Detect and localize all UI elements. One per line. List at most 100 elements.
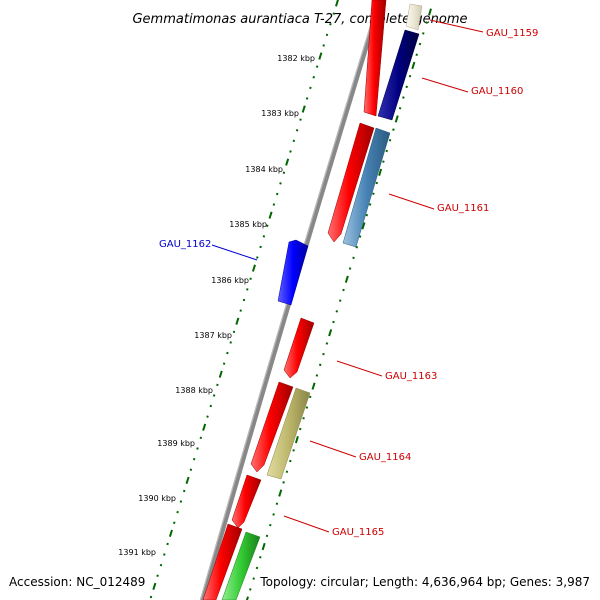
scale-label-1390: 1390 kbp: [138, 494, 176, 503]
inner-track-tick: [279, 182, 282, 185]
outer-track-tick: [278, 489, 283, 497]
gene-feature-red-2[interactable]: [327, 122, 375, 243]
accession-text: Accession: NC_012489: [9, 575, 145, 589]
gene-label-gau-1161[interactable]: GAU_1161: [437, 203, 489, 214]
gene-feature-green[interactable]: [221, 531, 261, 600]
outer-track-tick: [342, 288, 345, 292]
inner-track-tick: [282, 171, 286, 175]
gene-feature-cream[interactable]: [405, 3, 423, 31]
outer-track-tick: [328, 329, 333, 337]
inner-track-tick: [292, 139, 296, 143]
inner-track-tick: [266, 224, 269, 227]
outer-track-tick: [372, 192, 375, 196]
outer-track-tick: [378, 168, 383, 176]
scale-label-1386: 1386 kbp: [211, 276, 249, 285]
scale-label-1382: 1382 kbp: [277, 54, 315, 63]
gene-feature-red-6[interactable]: [202, 523, 243, 600]
inner-track-tick: [232, 330, 236, 334]
inner-track-tick: [262, 235, 266, 238]
outer-track-tick: [305, 406, 309, 409]
outer-track-tick: [358, 235, 362, 238]
outer-track-tick: [392, 128, 395, 131]
gene-feature-khaki[interactable]: [266, 387, 311, 480]
scale-label-1384: 1384 kbp: [245, 165, 283, 174]
inner-track-tick: [305, 97, 309, 100]
outer-track-tick: [308, 395, 312, 399]
outer-track-tick: [265, 534, 269, 538]
genome-summary-text: Topology: circular; Length: 4,636,964 bp…: [259, 575, 590, 589]
inner-track-tick: [325, 33, 329, 37]
outer-track-tick: [344, 275, 349, 283]
inner-track-tick: [256, 256, 259, 259]
inner-track-tick: [202, 423, 207, 431]
outer-track-tick: [361, 222, 366, 230]
leader-line-gau-1165: [283, 515, 330, 533]
inner-track-tick: [212, 394, 216, 397]
outer-track-tick: [398, 106, 402, 110]
outer-track-tick: [322, 352, 325, 356]
outer-track-tick: [415, 53, 418, 57]
leader-line-gau-1164: [309, 440, 357, 458]
scale-label-1389: 1389 kbp: [157, 439, 195, 448]
outer-track-tick: [405, 85, 408, 89]
outer-track-tick: [272, 513, 275, 516]
inner-track-tick: [235, 317, 240, 325]
leader-line-gau-1162: [211, 244, 258, 261]
gene-feature-blue[interactable]: [277, 239, 309, 306]
scale-label-1388: 1388 kbp: [175, 386, 213, 395]
inner-track-tick: [332, 12, 335, 15]
outer-track-tick: [428, 8, 432, 16]
inner-track-tick: [173, 521, 176, 524]
inner-track-tick: [229, 341, 232, 344]
gene-feature-red-4[interactable]: [250, 381, 294, 473]
outer-tick-track: [245, 8, 432, 600]
gene-feature-steelblue[interactable]: [342, 127, 391, 248]
inner-track-tick: [179, 500, 183, 503]
gene-label-gau-1159[interactable]: GAU_1159: [486, 28, 538, 39]
gene-label-gau-1162[interactable]: GAU_1162: [159, 239, 211, 250]
outer-track-tick: [418, 42, 422, 46]
inner-track-tick: [268, 211, 273, 219]
outer-track-tick: [365, 213, 369, 217]
gene-feature-red-3[interactable]: [283, 317, 315, 379]
gene-feature-navy[interactable]: [377, 29, 420, 121]
outer-track-tick: [255, 566, 259, 570]
inner-track-tick: [163, 553, 166, 556]
outer-track-tick: [335, 310, 339, 313]
outer-track-tick: [411, 61, 416, 70]
outer-track-tick: [355, 245, 359, 249]
outer-track-tick: [275, 502, 279, 506]
gene-feature-red-1[interactable]: [363, 0, 387, 117]
outer-track-tick: [311, 382, 316, 390]
gene-label-gau-1163[interactable]: GAU_1163: [385, 371, 437, 382]
outer-track-tick: [259, 555, 262, 559]
inner-track-tick: [216, 383, 219, 387]
gene-label-gau-1160[interactable]: GAU_1160: [471, 86, 523, 97]
outer-track-tick: [261, 542, 266, 551]
inner-track-tick: [182, 489, 186, 493]
inner-track-tick: [166, 542, 169, 546]
outer-track-tick: [289, 459, 292, 463]
inner-track-tick: [239, 309, 242, 312]
outer-track-tick: [302, 416, 305, 420]
gene-feature-red-5[interactable]: [231, 474, 262, 529]
gene-label-gau-1164[interactable]: GAU_1164: [359, 452, 411, 463]
outer-track-tick: [292, 449, 295, 452]
inner-track-tick: [251, 264, 256, 272]
outer-track-tick: [385, 149, 388, 153]
outer-track-tick: [282, 481, 285, 484]
inner-track-tick: [275, 192, 279, 196]
inner-track-tick: [259, 245, 262, 249]
outer-track-tick: [315, 374, 319, 377]
inner-track-tick: [322, 44, 325, 47]
outer-track-tick: [252, 577, 255, 580]
inner-track-tick: [149, 595, 153, 599]
outer-track-tick: [269, 523, 272, 527]
scale-label-1385: 1385 kbp: [229, 220, 267, 229]
outer-track-tick: [394, 115, 399, 123]
outer-track-tick: [348, 267, 352, 270]
gene-label-gau-1165[interactable]: GAU_1165: [332, 527, 384, 538]
inner-track-tick: [301, 105, 306, 113]
inner-track-tick: [226, 351, 229, 355]
